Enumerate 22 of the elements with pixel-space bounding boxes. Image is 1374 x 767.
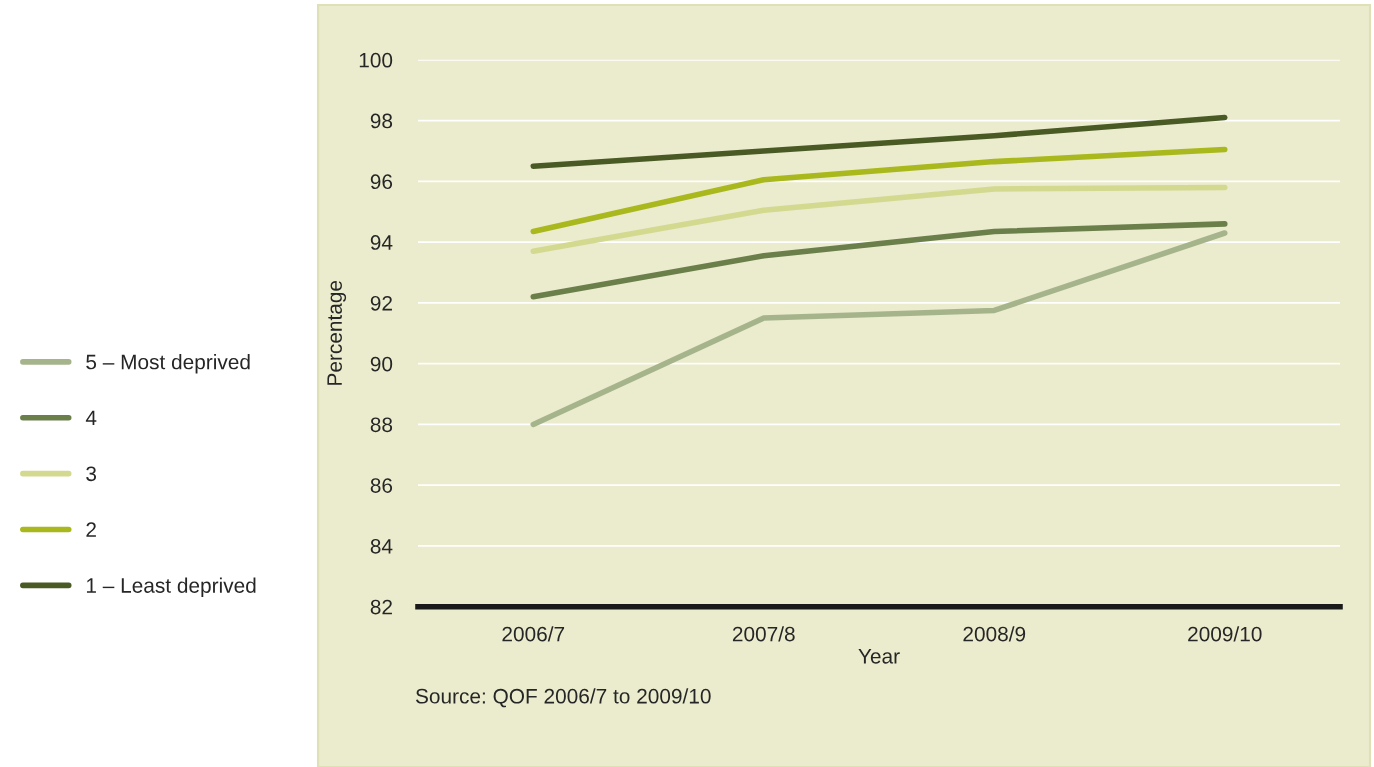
y-tick-label: 82: [370, 599, 392, 615]
y-tick-label: 90: [370, 356, 393, 372]
x-tick-label: 2008/9: [963, 626, 1026, 642]
y-tick-label: 98: [370, 113, 393, 129]
legend-label: 1 – Least deprived: [86, 577, 256, 598]
y-tick-label: 86: [370, 478, 393, 493]
legend-label: 4: [85, 410, 97, 426]
y-tick-label: 96: [370, 174, 393, 190]
source-note: Source: QOF 2006/7 to 2009/10: [415, 688, 711, 708]
legend-label: 3: [86, 466, 97, 482]
y-tick-label: 84: [370, 538, 393, 554]
y-tick-label: 100: [359, 52, 393, 68]
legend-label: 2: [86, 522, 96, 537]
y-tick-label: 88: [370, 417, 393, 433]
legend-label: 5 – Most deprived: [86, 354, 250, 374]
x-tick-label: 2006/7: [502, 626, 565, 642]
x-axis-title: Year: [858, 649, 900, 664]
y-tick-label: 92: [370, 295, 392, 311]
y-tick-label: 94: [370, 235, 393, 250]
y-axis-title: Percentage: [327, 280, 347, 385]
x-tick-label: 2009/10: [1188, 626, 1262, 642]
x-tick-label: 2007/8: [732, 626, 795, 642]
